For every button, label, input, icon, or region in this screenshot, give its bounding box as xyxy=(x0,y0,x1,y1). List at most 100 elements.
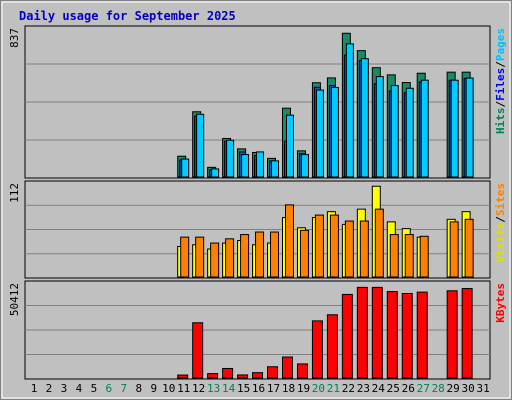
bar-kbytes xyxy=(177,374,189,379)
bar-pages xyxy=(285,114,294,178)
legend-item: Visits xyxy=(494,223,507,263)
bar-sites xyxy=(419,235,429,278)
x-tick-label: 20 xyxy=(312,382,325,395)
bar-pages xyxy=(390,85,399,178)
bar-pages xyxy=(405,87,414,178)
ymax-label-kbytes: 50412 xyxy=(8,283,21,316)
bar-pages xyxy=(196,113,205,178)
x-tick-label: 6 xyxy=(106,382,113,395)
bar-kbytes xyxy=(371,286,383,379)
x-tick-label: 13 xyxy=(207,382,220,395)
bar-sites xyxy=(404,234,414,278)
bar-sites xyxy=(284,204,294,278)
x-tick-label: 9 xyxy=(150,382,157,395)
legend-item: / xyxy=(494,216,507,223)
bar-pages xyxy=(226,139,235,178)
bar-kbytes xyxy=(446,290,458,379)
legend-item: Files xyxy=(494,68,507,101)
x-tick-label: 30 xyxy=(462,382,475,395)
x-tick-label: 26 xyxy=(402,382,415,395)
x-tick-label: 10 xyxy=(162,382,175,395)
x-tick-label: 23 xyxy=(357,382,370,395)
bar-pages xyxy=(360,58,369,178)
bar-pages xyxy=(375,76,384,178)
bar-sites xyxy=(255,231,265,278)
x-tick-label: 17 xyxy=(267,382,280,395)
bar-pages xyxy=(315,89,324,178)
bar-sites xyxy=(314,214,324,278)
x-tick-label: 31 xyxy=(476,382,489,395)
x-tick-label: 5 xyxy=(91,382,98,395)
bar-sites xyxy=(389,234,399,278)
x-tick-label: 22 xyxy=(342,382,355,395)
bar-kbytes xyxy=(252,372,264,379)
bar-pages xyxy=(211,168,220,178)
bar-pages xyxy=(420,79,429,178)
bar-sites xyxy=(180,236,190,278)
bar-sites xyxy=(329,214,339,278)
x-tick-label: 14 xyxy=(222,382,236,395)
bar-kbytes xyxy=(296,363,308,379)
bar-sites xyxy=(449,221,459,278)
ymax-label-hits-files-pages: 837 xyxy=(8,28,21,48)
x-tick-label: 28 xyxy=(432,382,445,395)
bar-sites xyxy=(359,220,369,278)
bar-sites xyxy=(210,242,220,278)
x-tick-label: 2 xyxy=(46,382,53,395)
ymax-label-visits-sites: 112 xyxy=(8,183,21,203)
bar-sites xyxy=(240,234,250,278)
x-tick-label: 7 xyxy=(121,382,128,395)
legend-visits-sites: Visits/Sites xyxy=(494,183,507,263)
bar-sites xyxy=(374,208,384,278)
bar-kbytes xyxy=(237,374,249,379)
x-tick-label: 1 xyxy=(31,382,38,395)
x-tick-label: 4 xyxy=(76,382,83,395)
x-tick-label: 8 xyxy=(135,382,142,395)
bar-kbytes xyxy=(207,373,219,379)
bar-kbytes xyxy=(192,322,204,379)
bar-kbytes xyxy=(326,314,338,379)
x-tick-label: 29 xyxy=(447,382,460,395)
bar-pages xyxy=(345,43,354,178)
x-tick-label: 19 xyxy=(297,382,310,395)
bar-kbytes xyxy=(281,356,293,379)
bar-pages xyxy=(181,158,190,178)
x-tick-label: 15 xyxy=(237,382,250,395)
bar-pages xyxy=(271,160,280,178)
bar-kbytes xyxy=(401,292,413,379)
x-tick-label: 3 xyxy=(61,382,68,395)
legend-item: Pages xyxy=(494,28,507,61)
x-tick-label: 24 xyxy=(372,382,386,395)
x-tick-label: 27 xyxy=(417,382,430,395)
x-tick-label: 12 xyxy=(192,382,205,395)
legend-item: Hits xyxy=(494,108,507,135)
bar-sites xyxy=(195,236,205,278)
bar-kbytes xyxy=(311,320,323,379)
x-tick-label: 16 xyxy=(252,382,265,395)
legend-item: / xyxy=(494,61,507,68)
x-tick-label: 21 xyxy=(327,382,340,395)
bar-kbytes xyxy=(341,293,353,379)
legend-item: Sites xyxy=(494,183,507,216)
x-tick-label: 25 xyxy=(387,382,400,395)
bar-sites xyxy=(225,238,235,278)
legend-item: / xyxy=(494,101,507,108)
bar-sites xyxy=(299,229,309,278)
bar-sites xyxy=(270,231,280,278)
x-tick-label: 18 xyxy=(282,382,295,395)
bar-kbytes xyxy=(222,367,234,379)
legend-kbytes: KBytes xyxy=(494,283,507,323)
bar-pages xyxy=(300,154,309,178)
bar-pages xyxy=(450,79,459,178)
bar-pages xyxy=(241,154,250,178)
bar-kbytes xyxy=(416,291,428,379)
bar-kbytes xyxy=(267,366,279,379)
bar-pages xyxy=(330,86,339,178)
bar-kbytes xyxy=(386,291,398,379)
x-tick-label: 11 xyxy=(177,382,190,395)
legend-item: KBytes xyxy=(494,283,507,323)
legend-hits-files-pages: Hits/Files/Pages xyxy=(494,28,507,134)
bar-sites xyxy=(464,218,474,278)
